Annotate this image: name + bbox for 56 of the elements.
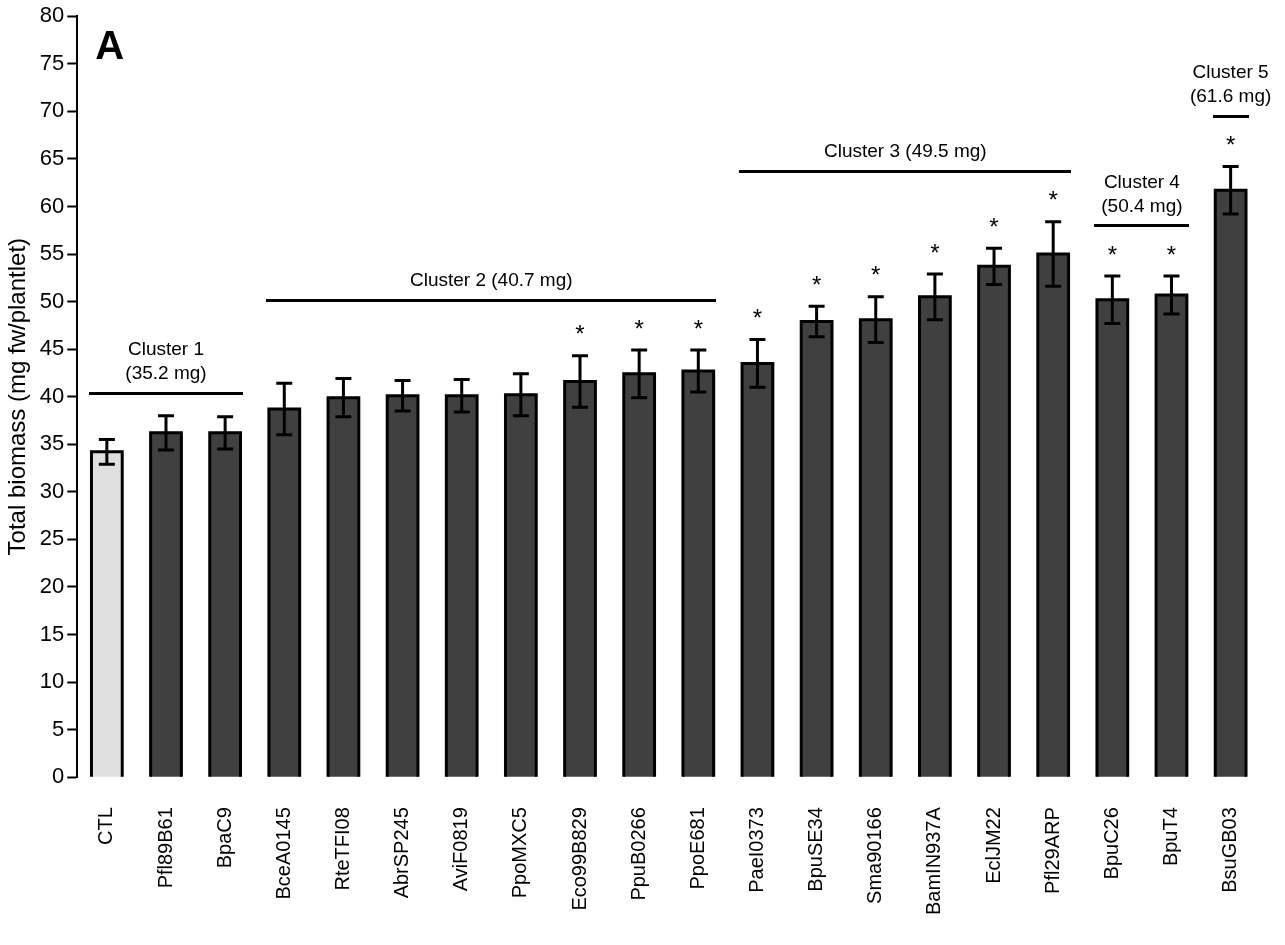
x-tick-label: BpaC9 bbox=[212, 807, 235, 869]
data-label: * bbox=[1048, 186, 1058, 214]
y-tick-label: 0 bbox=[52, 763, 65, 789]
x-tick-label: CTL bbox=[94, 807, 117, 845]
y-tick-label: 80 bbox=[39, 2, 65, 28]
y-tick-label: 25 bbox=[39, 525, 65, 551]
y-tick-label: 75 bbox=[39, 49, 65, 75]
y-tick-label: 60 bbox=[39, 192, 65, 218]
data-label: * bbox=[989, 212, 999, 240]
data-label: * bbox=[693, 314, 703, 342]
x-tick-label: BpuC26 bbox=[1099, 807, 1122, 880]
data-label: * bbox=[930, 238, 940, 266]
y-tick-label: 70 bbox=[39, 97, 65, 123]
x-tick-label: RteTFI08 bbox=[330, 807, 353, 891]
data-label: * bbox=[1166, 240, 1177, 268]
y-tick-label: 5 bbox=[52, 715, 65, 741]
data-label: * bbox=[752, 304, 763, 332]
x-tick-label: Eco99B829 bbox=[567, 807, 590, 911]
y-tick-label: 15 bbox=[39, 620, 65, 646]
y-tick-label: 50 bbox=[39, 287, 65, 313]
y-tick-label: 40 bbox=[39, 382, 65, 408]
data-label: * bbox=[1107, 240, 1117, 268]
annotation: Cluster 5 (61.6 mg) bbox=[1189, 61, 1272, 107]
x-tick-label: AbrSP245 bbox=[390, 807, 413, 899]
y-tick-label: 20 bbox=[39, 572, 65, 598]
annotation: Cluster 2 (40.7 mg) bbox=[409, 268, 573, 290]
x-tick-label: AviF0819 bbox=[449, 807, 472, 892]
x-tick-label: BceA0145 bbox=[271, 807, 294, 900]
annotation: Cluster 3 (49.5 mg) bbox=[824, 140, 987, 162]
x-tick-label: Pfl29ARP bbox=[1040, 807, 1063, 894]
data-label: * bbox=[811, 270, 822, 298]
x-tick-label: BsuGB03 bbox=[1218, 807, 1241, 893]
x-tick-label: PpoMXC5 bbox=[508, 807, 531, 899]
x-tick-label: BpuSE34 bbox=[804, 807, 827, 892]
y-tick-label: 10 bbox=[39, 668, 65, 694]
x-tick-label: Pfl89B61 bbox=[153, 807, 176, 889]
y-tick-label: 65 bbox=[39, 144, 65, 170]
annotation: A bbox=[95, 23, 125, 68]
x-tick-label: PpoE681 bbox=[685, 807, 708, 890]
annotation: Cluster 4 (50.4 mg) bbox=[1101, 170, 1183, 216]
x-tick-label: EclJM22 bbox=[981, 807, 1004, 884]
x-tick-label: PaeI0373 bbox=[744, 807, 767, 893]
data-label: * bbox=[1225, 131, 1236, 159]
x-tick-label: Sma90166 bbox=[863, 807, 886, 904]
y-tick-label: 30 bbox=[39, 477, 65, 503]
y-tick-label: 55 bbox=[39, 240, 65, 266]
x-tick-label: BamIN937A bbox=[922, 806, 945, 916]
x-tick-label: BpuT4 bbox=[1158, 807, 1181, 867]
data-label: * bbox=[575, 320, 585, 348]
x-tick-label: PpuB0266 bbox=[626, 807, 649, 901]
data-label: * bbox=[634, 314, 644, 342]
y-axis-title: Total biomass (mg fw/plantlet) bbox=[3, 237, 31, 556]
annotation: Cluster 1 (35.2 mg) bbox=[125, 338, 207, 384]
y-tick-label: 35 bbox=[39, 430, 65, 456]
data-label: * bbox=[871, 261, 881, 289]
y-tick-label: 45 bbox=[39, 335, 65, 361]
